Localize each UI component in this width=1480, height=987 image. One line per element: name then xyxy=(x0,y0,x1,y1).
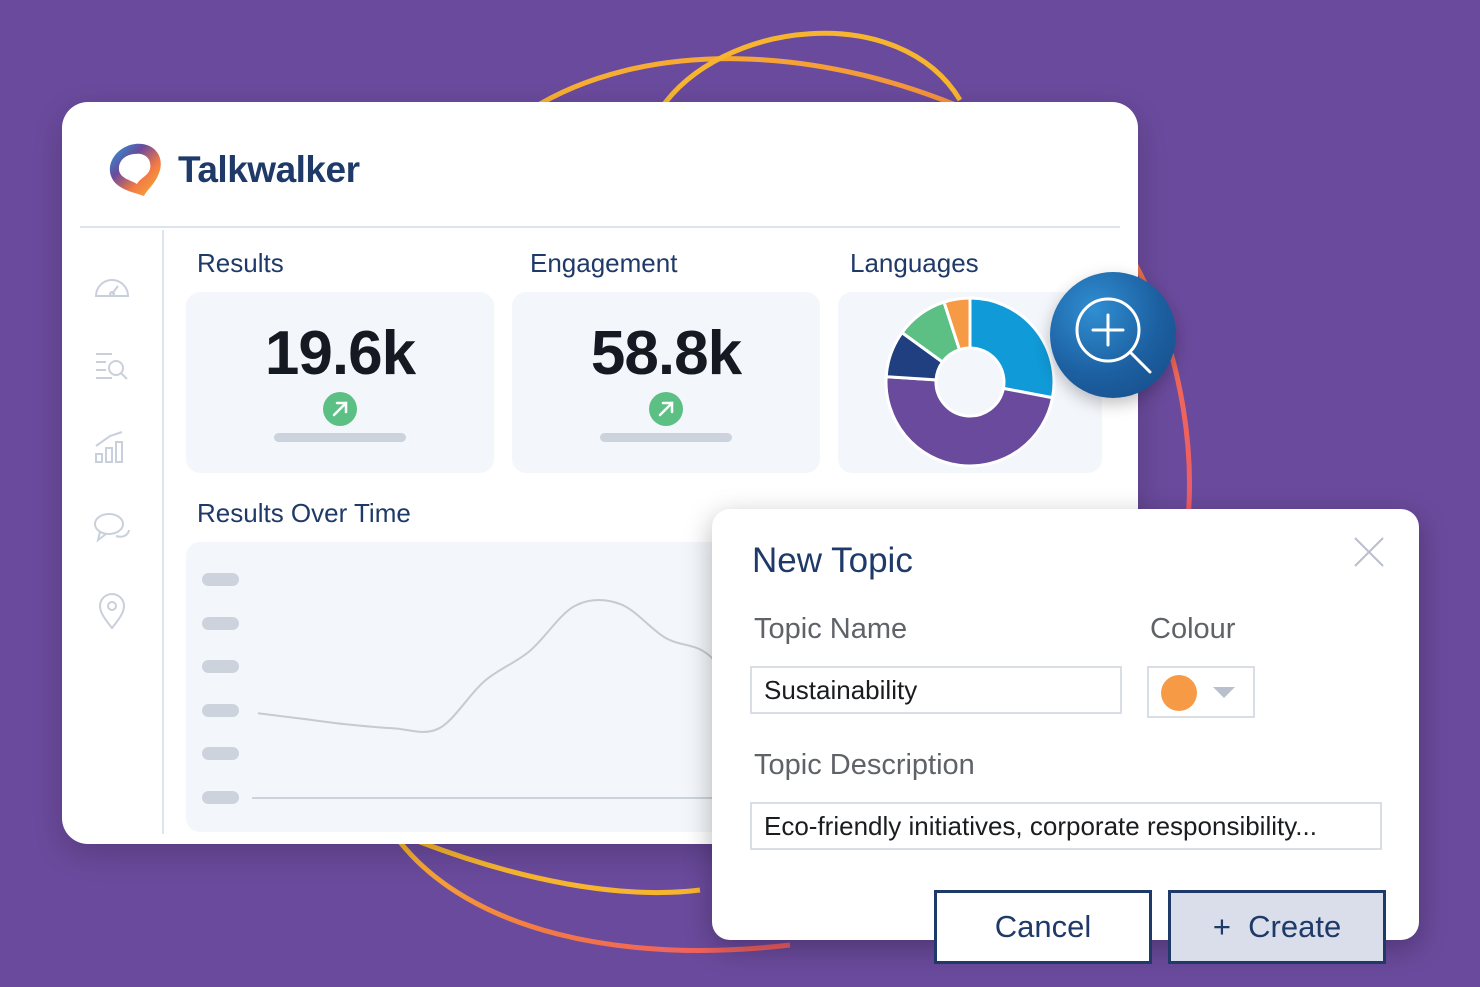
results-line xyxy=(257,599,757,733)
speedometer-icon[interactable] xyxy=(92,268,132,308)
languages-donut-chart xyxy=(884,296,1056,468)
engagement-label: Engagement xyxy=(530,248,678,278)
topic-description-label: Topic Description xyxy=(754,749,975,781)
y-axis-tick xyxy=(202,747,239,760)
topic-description-input[interactable] xyxy=(750,802,1382,850)
engagement-bar xyxy=(600,433,732,442)
results-over-time-card xyxy=(186,542,786,832)
languages-label: Languages xyxy=(850,248,979,278)
cancel-button-label: Cancel xyxy=(994,909,1092,944)
results-card: 19.6k xyxy=(186,292,494,473)
search-list-icon[interactable] xyxy=(92,346,132,386)
bar-chart-icon[interactable] xyxy=(92,426,132,466)
engagement-value: 58.8k xyxy=(590,319,742,388)
engagement-card: 58.8k xyxy=(512,292,820,473)
results-label: Results xyxy=(197,248,284,278)
y-axis-tick xyxy=(202,660,239,673)
results-over-time-label: Results Over Time xyxy=(197,498,411,528)
trend-up-icon xyxy=(649,392,683,426)
location-pin-icon[interactable] xyxy=(92,590,132,630)
brand: Talkwalker xyxy=(104,138,360,202)
dashboard-window: Talkwalker xyxy=(62,102,1138,844)
topic-name-input[interactable] xyxy=(750,666,1122,714)
results-bar xyxy=(274,433,406,442)
trend-up-icon xyxy=(323,392,357,426)
sidebar-divider xyxy=(162,230,164,834)
pie-slice-4 xyxy=(942,296,972,352)
colour-label: Colour xyxy=(1150,613,1236,645)
colour-select[interactable] xyxy=(1147,666,1255,718)
zoom-in-icon xyxy=(1075,297,1152,374)
y-axis-tick xyxy=(202,573,239,586)
results-line-chart xyxy=(252,599,786,799)
chat-bubbles-icon[interactable] xyxy=(92,508,132,548)
brand-name: Talkwalker xyxy=(178,149,360,190)
results-value: 19.6k xyxy=(264,319,416,388)
create-button[interactable]: + Create xyxy=(1168,890,1386,964)
close-icon[interactable] xyxy=(1352,535,1386,569)
pie-slice-0 xyxy=(968,296,1056,400)
cancel-button[interactable]: Cancel xyxy=(934,890,1152,964)
zoom-in-button[interactable] xyxy=(1050,272,1176,398)
talkwalker-logo-icon xyxy=(109,143,161,196)
colour-swatch xyxy=(1161,675,1197,711)
y-axis-tick xyxy=(202,617,239,630)
topic-name-label: Topic Name xyxy=(754,613,908,645)
y-axis-tick xyxy=(202,791,239,804)
pie-slice-1 xyxy=(884,375,1055,468)
create-button-label: + Create xyxy=(1212,909,1342,944)
chevron-down-icon xyxy=(1213,687,1235,698)
dialog-title: New Topic xyxy=(752,541,913,580)
header-divider xyxy=(80,226,1120,228)
y-axis-tick xyxy=(202,704,239,717)
new-topic-dialog: New Topic Topic Name Colour Topic Descri… xyxy=(712,509,1419,964)
